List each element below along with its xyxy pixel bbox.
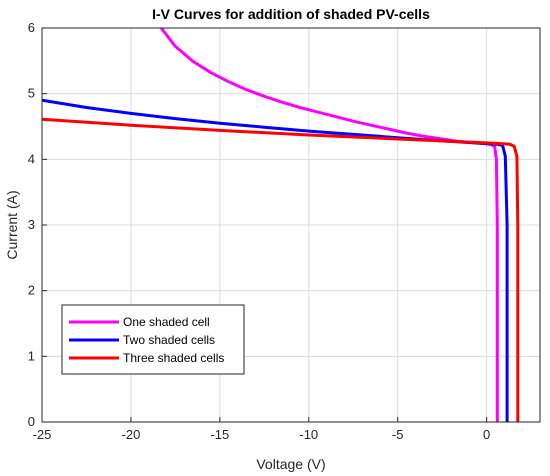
chart-title: I-V Curves for addition of shaded PV-cel… <box>152 6 430 22</box>
y-tick-label: 3 <box>28 217 35 232</box>
x-tick-label: -25 <box>33 427 52 442</box>
x-axis-label: Voltage (V) <box>256 456 325 472</box>
series-layer <box>42 28 520 422</box>
x-tick-label: -5 <box>392 427 404 442</box>
y-tick-label: 5 <box>28 86 35 101</box>
ticks: -25 -20 -15 -10 -5 0 0 1 2 3 4 5 6 <box>28 20 490 442</box>
legend-label-three-shaded-cells: Three shaded cells <box>123 351 224 365</box>
x-tick-label: -10 <box>299 427 318 442</box>
y-tick-label: 6 <box>28 20 35 35</box>
y-tick-label: 0 <box>28 414 35 429</box>
x-tick-label: -15 <box>210 427 229 442</box>
y-axis-label: Current (A) <box>4 190 20 259</box>
legend-label-two-shaded-cells: Two shaded cells <box>123 333 215 347</box>
y-tick-label: 1 <box>28 348 35 363</box>
legend: One shaded cell Two shaded cells Three s… <box>61 304 245 375</box>
series-line-3 <box>42 117 520 422</box>
y-tick-label: 4 <box>28 151 35 166</box>
x-tick-label: 0 <box>483 427 490 442</box>
y-tick-label: 2 <box>28 283 35 298</box>
series-line-2 <box>42 98 509 422</box>
x-tick-label: -20 <box>122 427 141 442</box>
legend-label-one-shaded-cell: One shaded cell <box>123 315 210 329</box>
